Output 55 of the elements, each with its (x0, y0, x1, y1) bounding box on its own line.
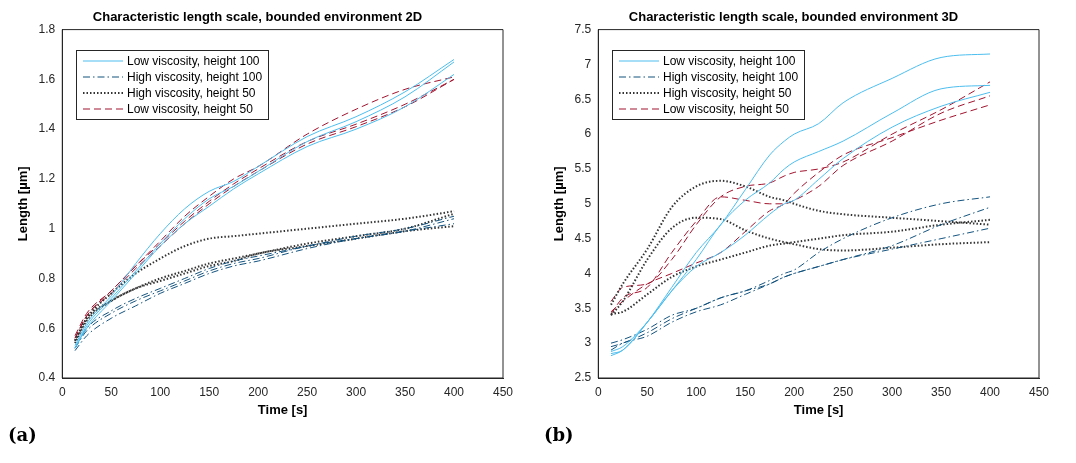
x-tick-label: 200 (784, 384, 805, 399)
y-tick-label: 6 (584, 126, 592, 141)
text: (b) (544, 424, 575, 445)
legend-label: High viscosity, height 50 (127, 86, 256, 100)
x-tick-label: 250 (297, 384, 318, 399)
x-tick-label: 450 (492, 384, 514, 399)
chart-title: Characteristic length scale, bounded environment 2D (92, 9, 423, 25)
legend-label: High viscosity, height 100 (663, 70, 799, 84)
y-axis-title: Length [µm] (15, 166, 31, 242)
x-tick-label: 0 (58, 384, 66, 399)
x-axis-title: Time [s] (793, 401, 844, 417)
x-tick-label: 300 (882, 384, 903, 399)
y-tick-label: 1 (48, 221, 56, 235)
y-axis-title: Length [µm] (551, 166, 567, 242)
x-tick-label: 350 (395, 384, 416, 399)
x-tick-label: 150 (199, 384, 220, 399)
legend-label: High viscosity, height 100 (127, 70, 263, 84)
legend-label: High viscosity, height 50 (663, 86, 792, 100)
x-tick-label: 50 (640, 384, 655, 399)
y-tick-label: 7.5 (574, 21, 592, 36)
legend-label: Low viscosity, height 50 (127, 102, 253, 116)
y-tick-label: 1.4 (38, 121, 56, 136)
y-tick-label: 4.5 (574, 230, 592, 245)
x-tick-label: 350 (931, 384, 952, 399)
y-tick-label: 1.8 (38, 21, 56, 36)
y-tick-label: 0.4 (38, 370, 56, 385)
chart-title: Characteristic length scale, bounded environment 3D (628, 9, 959, 25)
x-tick-label: 300 (346, 384, 367, 399)
y-tick-label: 1.6 (38, 71, 56, 86)
x-tick-label: 400 (980, 384, 1001, 399)
legend-label: Low viscosity, height 50 (663, 102, 789, 116)
x-axis-title: Time [s] (257, 401, 308, 417)
legend-label: Low viscosity, height 100 (663, 54, 796, 68)
x-tick-label: 400 (444, 384, 465, 399)
y-tick-label: 0.8 (38, 270, 56, 285)
x-tick-label: 50 (104, 384, 119, 399)
x-tick-label: 450 (1028, 384, 1050, 399)
y-tick-label: 2.5 (574, 370, 592, 385)
x-tick-label: 150 (735, 384, 756, 399)
y-tick-label: 0.6 (38, 320, 56, 335)
x-tick-label: 200 (248, 384, 269, 399)
y-tick-label: 1.2 (38, 171, 56, 186)
y-tick-label: 7 (584, 56, 592, 71)
text: (a) (8, 424, 38, 445)
y-tick-label: 5 (584, 196, 592, 211)
y-tick-label: 3 (584, 335, 592, 350)
y-tick-label: 3.5 (574, 300, 592, 315)
x-tick-label: 250 (833, 384, 854, 399)
y-tick-label: 5.5 (574, 161, 592, 176)
x-tick-label: 100 (686, 384, 707, 399)
y-tick-label: 4 (584, 265, 592, 280)
x-tick-label: 0 (594, 384, 602, 399)
x-tick-label: 100 (150, 384, 171, 399)
legend-label: Low viscosity, height 100 (127, 54, 260, 68)
y-tick-label: 6.5 (574, 91, 592, 106)
